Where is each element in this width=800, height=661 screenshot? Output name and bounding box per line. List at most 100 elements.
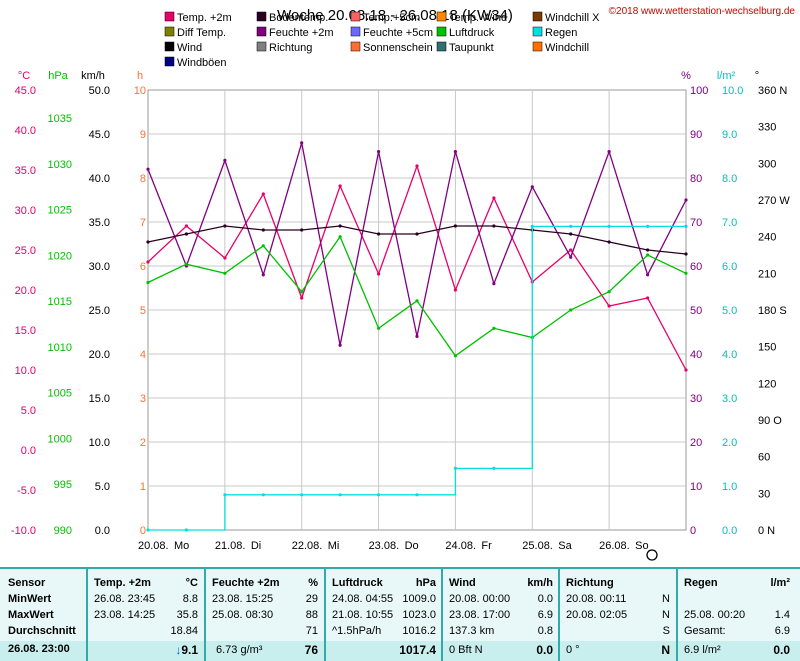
wind-distance: 137.3 km	[449, 625, 495, 637]
divider	[558, 569, 560, 661]
humidity-unit: %	[308, 577, 318, 589]
direction-max-value: N	[662, 609, 670, 621]
rain-total-label: Gesamt:	[684, 625, 726, 637]
pressure-column: Luftdruck hPa 24.08. 04:55 1009.0 21.08.…	[332, 572, 438, 661]
pressure-tick: 1005	[48, 388, 72, 400]
legend-label: Feuchte +2m	[269, 27, 334, 39]
legend-swatch	[164, 11, 175, 22]
divider	[324, 569, 326, 661]
x-tick-day: Do	[405, 540, 419, 552]
axes: 45.040.035.030.025.020.015.010.05.00.0-5…	[11, 70, 790, 537]
series-point	[684, 368, 688, 372]
now-marker-icon	[646, 549, 658, 561]
sun-tick: 7	[140, 217, 146, 229]
series-point	[415, 232, 419, 236]
direction-min-value: N	[662, 593, 670, 605]
series-point	[223, 256, 227, 260]
pressure-trend: ^1.5hPa/h	[332, 625, 382, 637]
temp-tick: 30.0	[15, 205, 36, 217]
stats-footer-row	[0, 641, 800, 661]
direction-tick: 270 W	[758, 195, 790, 207]
wind-header: Wind	[449, 577, 476, 589]
rain-max-time: 25.08. 00:20	[684, 609, 746, 621]
temp-tick: 45.0	[15, 85, 36, 97]
series-point	[453, 466, 457, 470]
temp-column: Temp. +2m °C 26.08. 23:45 8.8 23.08. 14:…	[94, 572, 200, 661]
series-point	[184, 528, 188, 532]
absolute-humidity: 6.73 g/m³	[216, 644, 263, 656]
legend-label: Wind	[177, 42, 202, 54]
direction-tick: 180 S	[758, 305, 787, 317]
series-point	[684, 252, 688, 256]
x-tick-day: Mi	[328, 540, 340, 552]
legend-label: Luftdruck	[449, 27, 495, 39]
series-point	[607, 304, 611, 308]
wind-current: 0.0	[536, 643, 553, 657]
sun-tick: 3	[140, 393, 146, 405]
series-point	[338, 343, 342, 347]
series-point	[300, 296, 304, 300]
legend-swatch	[532, 11, 543, 22]
rain-max-value: 1.4	[774, 609, 790, 621]
x-tick-date: 21.08.	[215, 540, 246, 552]
series-point	[646, 253, 650, 257]
humidity-tick: 10	[690, 481, 702, 493]
humidity-tick: 60	[690, 261, 702, 273]
humidity-tick: 90	[690, 129, 702, 141]
divider	[441, 569, 443, 661]
series-point	[607, 240, 611, 244]
row-max: MaxWert	[8, 609, 54, 621]
series-point	[415, 299, 419, 303]
humidity-current: 76	[304, 643, 318, 657]
legend-swatch	[256, 26, 267, 37]
series-point	[684, 224, 688, 228]
humidity-max-value: 88	[305, 609, 318, 621]
legend-label: Windböen	[177, 57, 227, 69]
temp-unit: °C	[185, 577, 198, 589]
rain-unit: l/m²	[717, 70, 736, 82]
temp-avg-value: 18.84	[170, 625, 198, 637]
series-point	[300, 290, 304, 294]
series-point	[684, 271, 688, 275]
humidity-tick: 30	[690, 393, 702, 405]
series-point	[146, 280, 150, 285]
series-point	[646, 273, 650, 277]
temp-tick: 25.0	[15, 245, 36, 257]
series-point	[377, 150, 381, 154]
wind-tick: 5.0	[95, 481, 110, 493]
legend-label: Windchill X	[545, 12, 600, 24]
pressure-current: 1017.4	[399, 643, 436, 657]
pressure-tick: 1025	[48, 205, 72, 217]
series-point	[569, 232, 573, 236]
wind-tick: 25.0	[89, 305, 110, 317]
x-tick-day: Sa	[558, 540, 572, 552]
series-point	[646, 224, 650, 228]
series-point	[223, 224, 227, 228]
wind-beaufort: 0 Bft N	[449, 644, 483, 656]
stats-panel: Sensor MinWert MaxWert Durchschnitt 26.0…	[0, 567, 800, 661]
pressure-min-value: 1009.0	[402, 593, 436, 605]
series-point	[530, 224, 534, 228]
divider	[86, 569, 88, 661]
legend-swatch	[350, 26, 361, 37]
humidity-tick: 70	[690, 217, 702, 229]
row-avg: Durchschnitt	[8, 625, 76, 637]
wind-tick: 20.0	[89, 349, 110, 361]
pressure-tick: 1015	[48, 296, 72, 308]
temp-tick: 20.0	[15, 285, 36, 297]
sun-tick: 9	[140, 129, 146, 141]
wind-tick: 50.0	[89, 85, 110, 97]
series-point	[184, 262, 188, 266]
series-point	[415, 334, 419, 338]
sun-tick: 10	[134, 85, 146, 97]
humidity-tick: 40	[690, 349, 702, 361]
sun-tick: 0	[140, 525, 146, 537]
series-point	[684, 198, 688, 202]
direction-avg-value: S	[662, 625, 670, 637]
grid	[147, 89, 687, 531]
x-tick-date: 25.08.	[522, 540, 553, 552]
rain-tick: 3.0	[722, 393, 737, 405]
humidity-max-time: 25.08. 08:30	[212, 609, 274, 621]
legend-swatch	[436, 41, 447, 52]
direction-tick: 330	[758, 122, 776, 134]
